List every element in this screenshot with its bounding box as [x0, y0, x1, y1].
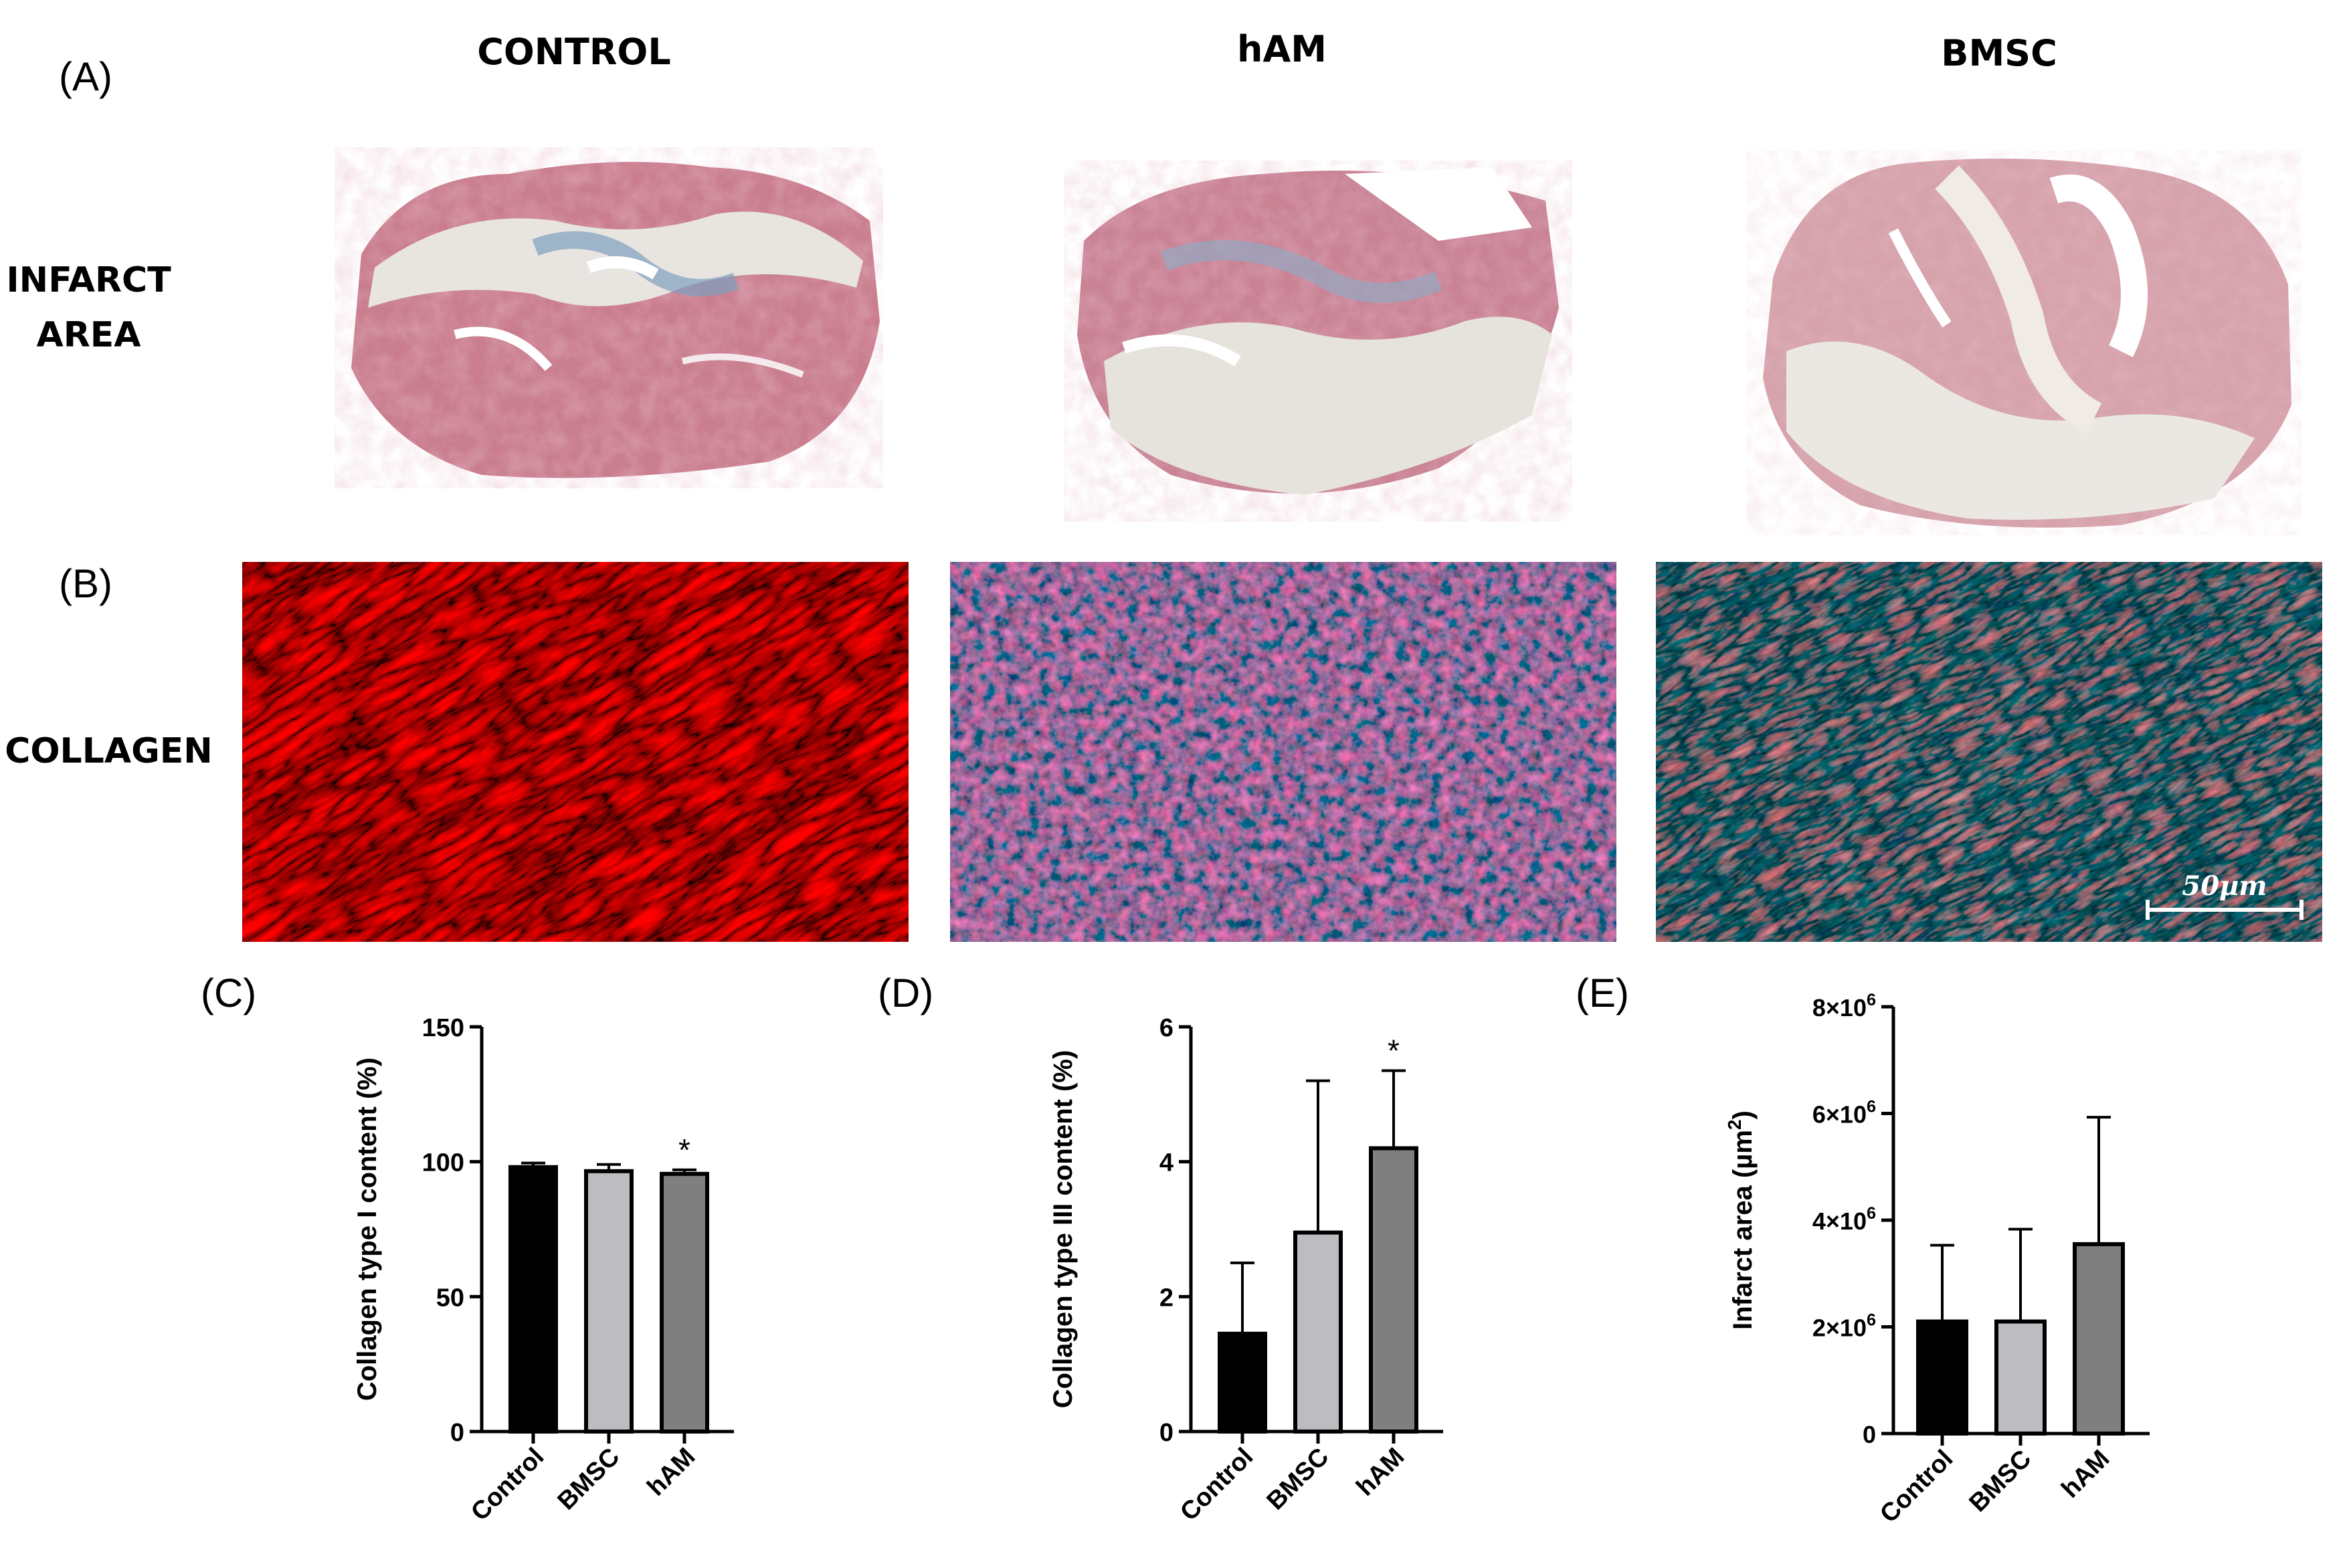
y-tick-label: 6 — [1159, 1014, 1173, 1042]
bar-ham — [1369, 1146, 1418, 1434]
panel-label-c: (C) — [201, 971, 257, 1015]
bar-control — [1916, 1319, 1968, 1436]
x-tick-label: hAM — [2056, 1445, 2115, 1504]
x-tick-label: hAM — [1351, 1443, 1410, 1502]
x-tick-label: Control — [1875, 1445, 1958, 1529]
row-label-infarct-line2: AREA — [36, 315, 141, 355]
y-tick-label: 4 — [1159, 1149, 1173, 1177]
panel-label-a: (A) — [59, 54, 112, 99]
y-tick-label: 0 — [1863, 1421, 1876, 1448]
collagen-image-bmsc: 50µm — [1656, 562, 2322, 942]
y-axis-label: Collagen type I content (%) — [353, 1058, 382, 1401]
chart-collagen-type-iii: 0 2 4 6 Control BMSC hAM * Collagen type III con… — [1048, 1014, 1443, 1527]
column-title-ham: hAM — [1237, 28, 1327, 70]
bar-ham — [660, 1171, 709, 1434]
significance-marker: * — [678, 1133, 690, 1167]
row-label-infarct-area: INFARCT AREA — [0, 253, 177, 363]
column-title-bmsc: BMSC — [1941, 32, 2057, 74]
y-tick-label: 2 — [1159, 1284, 1173, 1312]
y-axis-label: Infarct area (µm2) — [1724, 1110, 1758, 1330]
bar-control — [1218, 1331, 1267, 1434]
panel-label-e: (E) — [1576, 971, 1629, 1015]
scale-bar-label: 50µm — [2182, 870, 2267, 902]
bar-control — [508, 1165, 558, 1434]
collagen-image-control — [242, 562, 909, 942]
bar-bmsc — [584, 1169, 634, 1434]
x-tick-label: Control — [466, 1443, 549, 1527]
x-tick-label: hAM — [642, 1443, 700, 1502]
row-label-collagen: COLLAGEN — [5, 731, 213, 771]
y-tick-label: 100 — [422, 1149, 464, 1177]
column-title-control: CONTROL — [477, 31, 671, 73]
y-axis-label: Collagen type III content (%) — [1048, 1050, 1078, 1409]
panel-label-d: (D) — [878, 971, 934, 1015]
row-label-infarct-line1: INFARCT — [6, 260, 171, 300]
y-tick-label: 50 — [436, 1284, 464, 1312]
chart-collagen-type-i: 0 50 100 150 Control BMSC hAM * Collagen type I … — [353, 1014, 734, 1527]
infarct-image-bmsc — [1763, 159, 2291, 528]
bar-ham — [2073, 1242, 2125, 1436]
bar-bmsc — [1994, 1319, 2047, 1436]
x-tick-label: BMSC — [1262, 1443, 1335, 1516]
infarct-image-ham — [1077, 167, 1559, 495]
infarct-image-control — [351, 162, 880, 478]
x-tick-label: BMSC — [1964, 1445, 2037, 1518]
panel-label-b: (B) — [59, 561, 112, 606]
significance-marker: * — [1388, 1034, 1400, 1068]
y-tick-label: 2×106 — [1812, 1311, 1876, 1342]
bar-bmsc — [1293, 1230, 1343, 1434]
y-tick-label: 150 — [422, 1014, 464, 1042]
collagen-image-ham — [950, 562, 1616, 942]
y-tick-label: 8×106 — [1812, 991, 1876, 1021]
y-tick-label: 4×106 — [1812, 1204, 1876, 1235]
y-tick-label: 0 — [1159, 1419, 1173, 1447]
y-tick-label: 0 — [450, 1419, 464, 1447]
chart-infarct-area: 0 2×106 4×106 6×106 8×106 Control BMSC hAM Infar… — [1724, 991, 2150, 1529]
x-tick-label: Control — [1175, 1443, 1258, 1527]
y-tick-label: 6×106 — [1812, 1098, 1876, 1129]
x-tick-label: BMSC — [553, 1443, 626, 1516]
